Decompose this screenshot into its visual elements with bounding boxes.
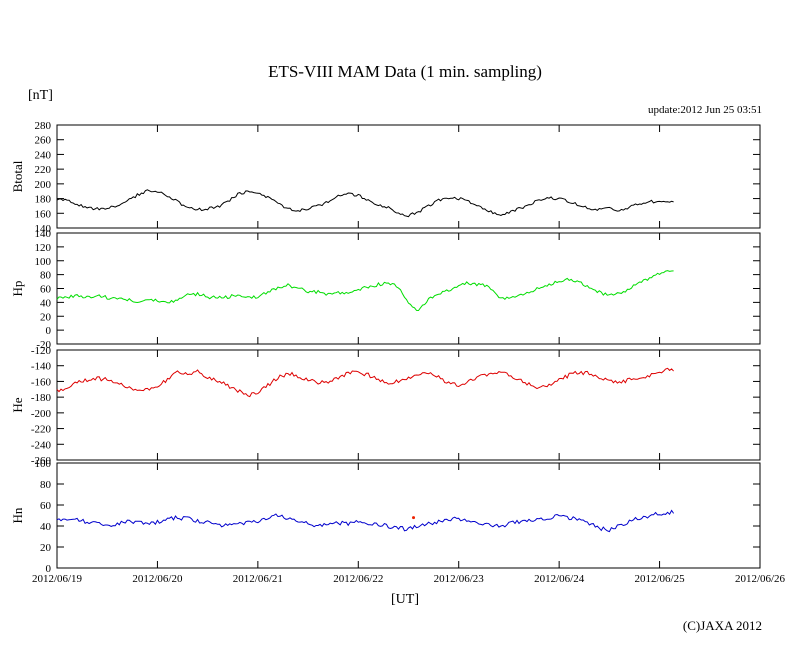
panel-ylabel-Hp: Hp bbox=[10, 281, 25, 297]
panel-He: -260 -240 -220 -200 -180 -160 -140 -120 He bbox=[10, 345, 761, 467]
y-tick-label: 40 bbox=[40, 297, 52, 309]
y-tick-label: -140 bbox=[31, 361, 52, 373]
y-tick-label: -220 bbox=[31, 424, 52, 436]
copyright-label: (C)JAXA 2012 bbox=[682, 618, 762, 633]
y-tick-label: 140 bbox=[35, 223, 52, 235]
y-tick-label: 100 bbox=[35, 458, 52, 470]
y-tick-label: -180 bbox=[31, 392, 52, 404]
y-unit-label: [nT] bbox=[28, 88, 53, 103]
y-tick-label: -120 bbox=[31, 345, 52, 357]
y-tick-label: 140 bbox=[35, 228, 52, 240]
panel-border bbox=[56, 462, 761, 569]
panel-ylabel-Btotal: Btotal bbox=[10, 160, 25, 192]
y-tick-label: 0 bbox=[46, 563, 52, 575]
stray-point bbox=[412, 516, 416, 520]
x-tick-label: 2012/06/21 bbox=[233, 573, 283, 585]
y-tick-label: 280 bbox=[35, 120, 52, 132]
x-tick-label: 2012/06/22 bbox=[333, 573, 383, 585]
x-tick-label: 2012/06/20 bbox=[132, 573, 183, 585]
panel-border bbox=[56, 232, 761, 345]
y-tick-label: -240 bbox=[31, 439, 52, 451]
y-tick-label: 40 bbox=[40, 521, 52, 533]
x-axis-label: [UT] bbox=[391, 592, 419, 607]
panel-border bbox=[56, 124, 761, 229]
series-He bbox=[56, 367, 674, 398]
y-tick-label: 80 bbox=[40, 479, 52, 491]
x-tick-label: 2012/06/19 bbox=[32, 573, 83, 585]
series-Hn bbox=[56, 509, 675, 533]
y-tick-label: 260 bbox=[35, 135, 52, 147]
panel-Btotal: 140 160 180 200 220 240 260 280 Btotal bbox=[10, 120, 761, 235]
y-tick-label: 60 bbox=[40, 284, 52, 296]
y-tick-label: 220 bbox=[35, 164, 52, 176]
y-tick-label: 80 bbox=[40, 270, 52, 282]
y-tick-label: 100 bbox=[35, 256, 52, 268]
y-tick-label: -200 bbox=[31, 408, 52, 420]
y-tick-label: 20 bbox=[40, 542, 52, 554]
y-tick-label: 60 bbox=[40, 500, 52, 512]
update-timestamp: update:2012 Jun 25 03:51 bbox=[648, 104, 762, 116]
y-tick-label: 200 bbox=[35, 179, 52, 191]
chart-title: ETS-VIII MAM Data (1 min. sampling) bbox=[268, 62, 542, 81]
y-tick-label: 240 bbox=[35, 149, 52, 161]
y-tick-label: -20 bbox=[36, 339, 51, 351]
x-tick-label: 2012/06/26 bbox=[735, 573, 786, 585]
y-tick-label: 120 bbox=[35, 242, 52, 254]
y-tick-label: -260 bbox=[31, 455, 52, 467]
panel-ylabel-Hn: Hn bbox=[10, 507, 25, 523]
y-tick-label: 20 bbox=[40, 311, 52, 323]
y-tick-label: 180 bbox=[35, 194, 52, 206]
y-tick-label: 0 bbox=[46, 325, 52, 337]
y-tick-label: 160 bbox=[35, 208, 52, 220]
y-tick-label: -160 bbox=[31, 376, 52, 388]
x-tick-label: 2012/06/24 bbox=[534, 573, 585, 585]
panel-ylabel-He: He bbox=[10, 397, 25, 412]
panel-Hn: 0 20 40 60 80 100 Hn bbox=[10, 458, 761, 575]
series-Btotal bbox=[56, 189, 674, 218]
panel-border bbox=[56, 349, 761, 461]
series-Hp bbox=[56, 270, 674, 312]
x-tick-label: 2012/06/23 bbox=[434, 573, 485, 585]
x-tick-label: 2012/06/25 bbox=[635, 573, 686, 585]
